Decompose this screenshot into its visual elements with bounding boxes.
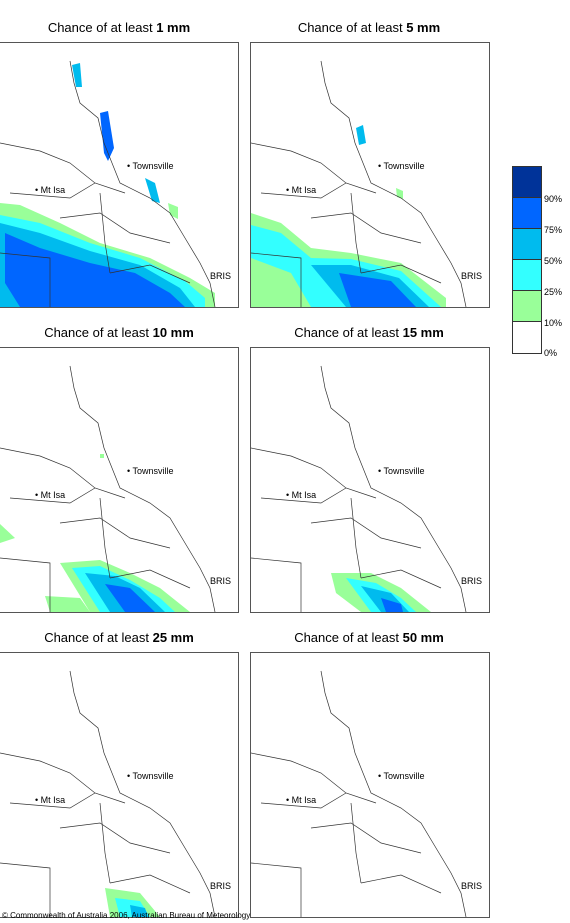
panel-title: Chance of at least 5 mm xyxy=(297,20,441,35)
legend-swatch-0 xyxy=(513,322,541,353)
rainfall-probability-shading xyxy=(331,573,431,612)
place-townsville: • Townsville xyxy=(127,161,174,171)
place-mt-isa: • Mt Isa xyxy=(35,490,66,500)
panel-title: Chance of at least 50 mm xyxy=(294,630,444,645)
place-mt-isa: • Mt Isa xyxy=(286,490,317,500)
queensland-map: • Townsville • Mt Isa BRIS xyxy=(250,347,490,613)
place-townsville: • Townsville xyxy=(378,466,425,476)
map-graphic xyxy=(251,60,467,307)
place-bris: BRIS xyxy=(461,881,483,891)
map-graphic xyxy=(0,365,216,612)
map-graphic xyxy=(0,60,216,307)
legend-swatch-75 xyxy=(513,198,541,229)
queensland-map: • Townsville • Mt Isa BRIS xyxy=(0,347,239,613)
legend-swatch-50 xyxy=(513,229,541,260)
legend-label-25: 25% xyxy=(544,287,563,297)
rainfall-probability-shading xyxy=(105,888,160,917)
panel-title: Chance of at least 15 mm xyxy=(294,325,444,340)
queensland-map: • Townsville • Mt Isa BRIS xyxy=(250,42,490,308)
rainfall-probability-shading xyxy=(0,454,190,612)
legend-label-75: 75% xyxy=(544,225,563,235)
place-bris: BRIS xyxy=(210,271,232,281)
rainfall-probability-shading xyxy=(251,125,446,307)
place-mt-isa: • Mt Isa xyxy=(286,185,317,195)
place-bris: BRIS xyxy=(210,881,232,891)
place-townsville: • Townsville xyxy=(378,771,425,781)
queensland-map: • Townsville • Mt Isa BRIS xyxy=(250,652,490,918)
place-mt-isa: • Mt Isa xyxy=(35,185,66,195)
place-townsville: • Townsville xyxy=(127,771,174,781)
panel-title: Chance of at least 1 mm xyxy=(47,20,191,35)
place-bris: BRIS xyxy=(210,576,232,586)
place-bris: BRIS xyxy=(461,576,483,586)
legend-swatch-25 xyxy=(513,260,541,291)
place-bris: BRIS xyxy=(461,271,483,281)
copyright-notice: © Commonwealth of Australia 2006, Austra… xyxy=(2,911,251,920)
map-graphic xyxy=(0,670,216,917)
legend-label-50: 50% xyxy=(544,256,563,266)
legend-swatches xyxy=(512,166,542,354)
legend-label-10: 10% xyxy=(544,318,563,328)
place-townsville: • Townsville xyxy=(127,466,174,476)
panel-title: Chance of at least 10 mm xyxy=(44,325,194,340)
place-townsville: • Townsville xyxy=(378,161,425,171)
queensland-map: • Townsville • Mt Isa BRIS xyxy=(0,42,239,308)
legend-swatch-10 xyxy=(513,291,541,322)
legend-label-0: 0% xyxy=(544,348,558,358)
queensland-map: • Townsville • Mt Isa BRIS xyxy=(0,652,239,918)
legend-swatch-90 xyxy=(513,167,541,198)
place-mt-isa: • Mt Isa xyxy=(35,795,66,805)
panel-title: Chance of at least 25 mm xyxy=(44,630,194,645)
rainfall-probability-shading xyxy=(0,63,215,307)
legend-label-90: 90% xyxy=(544,194,563,204)
map-graphic xyxy=(251,670,467,917)
place-mt-isa: • Mt Isa xyxy=(286,795,317,805)
map-graphic xyxy=(251,365,467,612)
